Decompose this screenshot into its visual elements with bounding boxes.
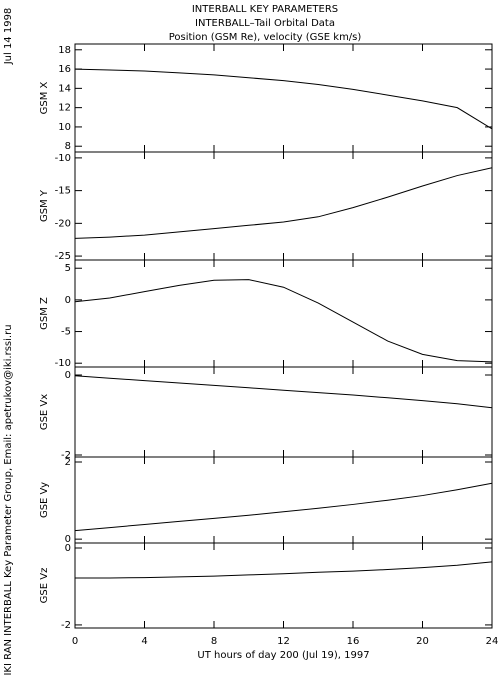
x-axis-label: UT hours of day 200 (Jul 19), 1997 <box>197 650 369 661</box>
y-tick-label: -2 <box>61 620 71 631</box>
y-tick-label: 0 <box>65 295 71 306</box>
y-tick-label: 12 <box>58 103 71 114</box>
y-tick-label: -10 <box>55 358 71 369</box>
y-axis-label: GSM Z <box>39 297 50 330</box>
credit: IKI RAN INTERBALL Key Parameter Group, E… <box>3 324 14 675</box>
y-tick-label: 18 <box>58 45 71 56</box>
y-tick-label: -15 <box>55 186 71 197</box>
x-tick-label: 4 <box>141 636 147 647</box>
data-line <box>75 561 493 579</box>
x-tick-label: 20 <box>416 636 429 647</box>
y-tick-label: -2 <box>61 450 71 461</box>
y-tick-label: 0 <box>65 370 71 381</box>
x-tick-label: 16 <box>347 636 360 647</box>
y-tick-label: 8 <box>65 141 71 152</box>
y-tick-label: -10 <box>55 153 71 164</box>
x-tick-label: 0 <box>72 636 78 647</box>
x-tick-label: 12 <box>277 636 290 647</box>
y-tick-label: 16 <box>58 64 71 75</box>
y-tick-label: 14 <box>58 83 71 94</box>
y-tick-label: -5 <box>61 327 71 338</box>
y-tick-label: 0 <box>65 534 71 545</box>
title-line: INTERBALL KEY PARAMETERS <box>192 4 338 15</box>
y-tick-label: 0 <box>65 543 71 554</box>
y-tick-label: 5 <box>65 263 71 274</box>
y-tick-label: 10 <box>58 122 71 133</box>
y-tick-label: 2 <box>65 457 71 468</box>
data-line <box>74 482 493 532</box>
y-tick-label: -25 <box>55 251 71 262</box>
data-line <box>74 375 493 409</box>
title-line: INTERBALL–Tail Orbital Data <box>195 18 335 29</box>
x-tick-label: 8 <box>211 636 217 647</box>
y-tick-label: -20 <box>55 218 71 229</box>
y-axis-label: GSM Y <box>39 189 50 222</box>
x-tick-label: 24 <box>486 636 499 647</box>
y-axis-label: GSE Vx <box>39 394 50 430</box>
title-line: Position (GSM Re), velocity (GSE km/s) <box>169 32 362 43</box>
date: Jul 14 1998 <box>3 8 14 66</box>
y-axis-label: GSE Vz <box>39 568 50 604</box>
y-axis-label: GSE Vy <box>39 482 50 518</box>
data-line <box>74 167 493 239</box>
y-axis-label: GSM X <box>39 81 50 114</box>
data-line <box>74 68 493 130</box>
data-line <box>74 279 493 363</box>
